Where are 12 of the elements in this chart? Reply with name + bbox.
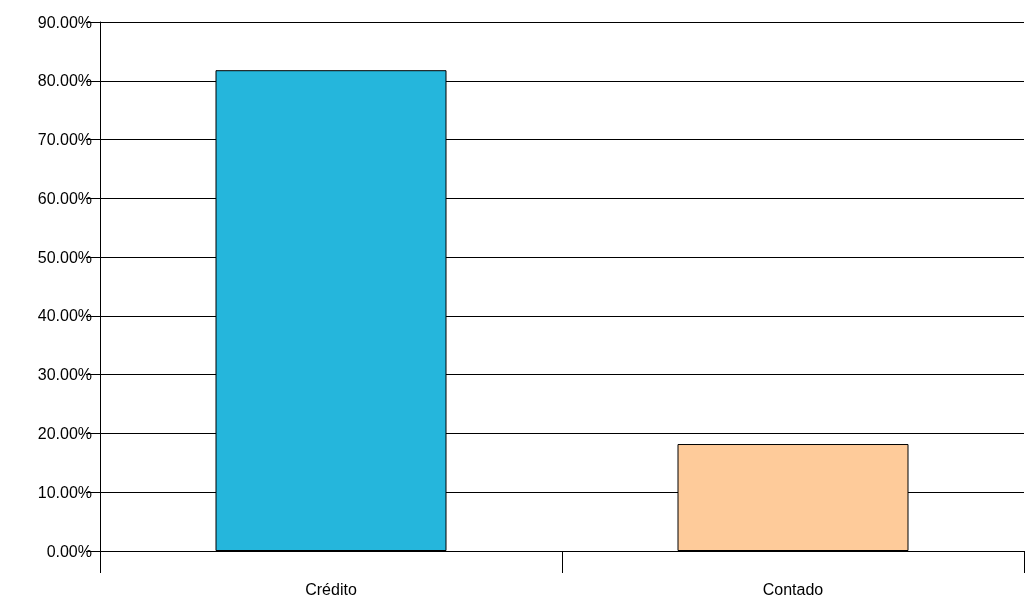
y-tick-label: 30.00% <box>37 366 92 384</box>
y-tick-label: 90.00% <box>37 13 92 31</box>
y-tick-label: 50.00% <box>37 248 92 266</box>
y-tick-label: 80.00% <box>37 72 92 90</box>
y-tick-label: 60.00% <box>37 189 92 207</box>
y-tick-label: 10.00% <box>37 483 92 501</box>
x-tick-label: Contado <box>762 580 824 598</box>
y-tick-label: 20.00% <box>37 424 92 442</box>
y-tick-label: 40.00% <box>37 307 92 325</box>
y-tick-label: 0.00% <box>46 542 92 560</box>
y-tick-label: 70.00% <box>37 131 92 149</box>
x-tick-label: Crédito <box>305 580 357 598</box>
